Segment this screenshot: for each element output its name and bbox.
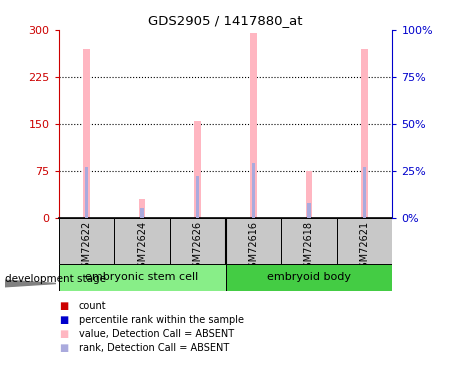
Bar xyxy=(361,49,368,217)
Bar xyxy=(59,264,226,291)
Bar xyxy=(363,167,366,218)
Bar xyxy=(307,202,311,217)
Text: embryoid body: embryoid body xyxy=(267,272,351,282)
Bar xyxy=(252,163,255,218)
Bar xyxy=(250,33,257,218)
Bar xyxy=(83,49,90,217)
Text: GSM72626: GSM72626 xyxy=(193,221,202,274)
Text: GSM72616: GSM72616 xyxy=(249,221,258,274)
Text: embryonic stem cell: embryonic stem cell xyxy=(85,272,199,282)
Bar xyxy=(139,199,145,217)
Title: GDS2905 / 1417880_at: GDS2905 / 1417880_at xyxy=(148,15,303,27)
Text: ■: ■ xyxy=(59,344,68,353)
Bar xyxy=(140,208,144,218)
Bar xyxy=(196,176,199,218)
Polygon shape xyxy=(5,280,56,287)
Text: GSM72618: GSM72618 xyxy=(304,221,314,274)
Bar xyxy=(337,217,392,264)
Text: GSM72622: GSM72622 xyxy=(82,221,92,274)
Bar xyxy=(281,217,337,264)
Text: GSM72624: GSM72624 xyxy=(137,221,147,274)
Text: count: count xyxy=(79,301,106,310)
Text: rank, Detection Call = ABSENT: rank, Detection Call = ABSENT xyxy=(79,344,229,353)
Bar xyxy=(114,217,170,264)
Text: ■: ■ xyxy=(59,329,68,339)
Bar xyxy=(85,167,88,218)
Text: ■: ■ xyxy=(59,315,68,325)
Text: percentile rank within the sample: percentile rank within the sample xyxy=(79,315,244,325)
Bar xyxy=(170,217,226,264)
Text: value, Detection Call = ABSENT: value, Detection Call = ABSENT xyxy=(79,329,234,339)
Bar xyxy=(306,171,312,217)
Bar xyxy=(59,217,114,264)
Text: ■: ■ xyxy=(59,301,68,310)
Bar xyxy=(194,121,201,218)
Bar xyxy=(226,217,281,264)
Text: GSM72621: GSM72621 xyxy=(359,221,369,274)
Bar xyxy=(226,264,392,291)
Text: development stage: development stage xyxy=(5,274,106,284)
